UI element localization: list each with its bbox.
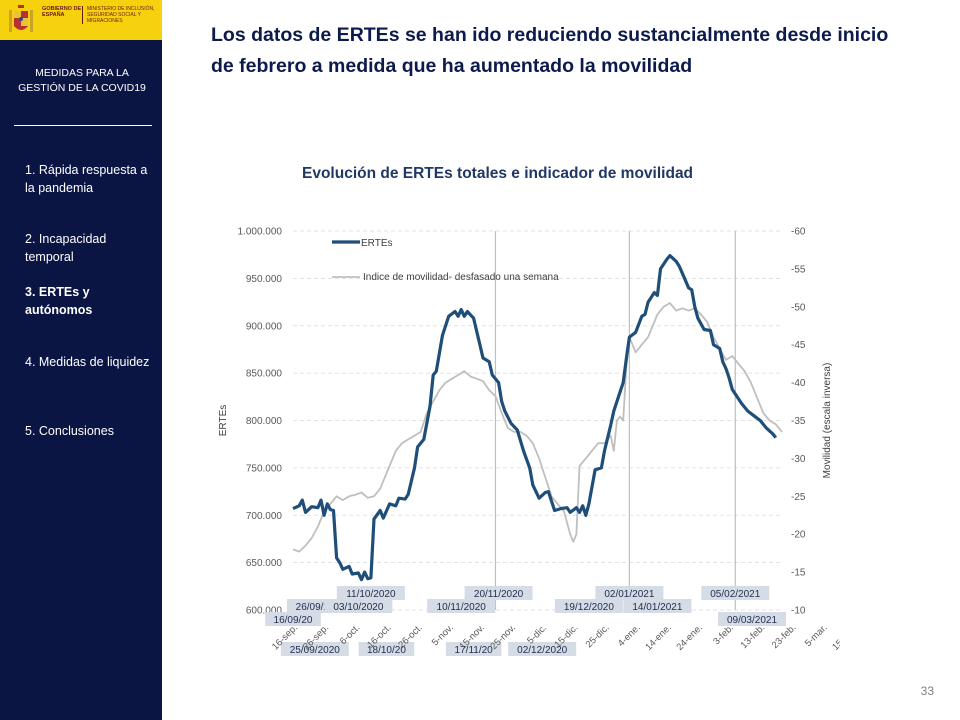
ministry-label: MINISTERIO DE INCLUSIÓN, SEGURIDAD SOCIA…	[82, 6, 160, 24]
page-number: 33	[920, 684, 934, 698]
date-callout-label: 02/01/2021	[604, 589, 654, 600]
date-callout-box	[595, 586, 664, 600]
date-callout-label: 02/12/2020	[517, 645, 567, 656]
date-callout-label: 14/01/2021	[632, 602, 682, 613]
date-callout-label: 19/12/2020	[564, 602, 614, 613]
date-callout-box	[336, 586, 405, 600]
chart-title: Evolución de ERTEs totales e indicador d…	[302, 165, 694, 182]
date-callout-label: 17/11/20	[455, 645, 494, 656]
date-callout-label: 09/03/2021	[727, 615, 777, 626]
date-callout-label: 03/10/2020	[333, 602, 383, 613]
x-tick-label: 14-ene.	[643, 622, 674, 653]
y2-tick-label: -45	[791, 340, 806, 351]
government-logo: GOBIERNO DE ESPAÑA MINISTERIO DE INCLUSI…	[0, 0, 162, 40]
series-line-ertes	[292, 253, 778, 582]
y-tick-label: 800.000	[246, 416, 283, 427]
x-tick-label: 25-dic.	[584, 622, 612, 650]
y-tick-label: 600.000	[246, 606, 283, 617]
legend-label-movilidad: Indice de movilidad- desfasado una seman…	[363, 272, 559, 283]
y2-tick-label: -20	[791, 530, 806, 541]
x-tick-label: 4-ene.	[616, 622, 643, 649]
x-tick-label: 5-mar.	[803, 622, 830, 649]
y-tick-label: 750.000	[246, 463, 283, 474]
series-line-movilidad	[292, 302, 783, 553]
date-callout-box	[464, 586, 533, 600]
sidebar-divider	[14, 125, 152, 126]
x-tick-label: 24-ene.	[674, 622, 705, 653]
sidebar: GOBIERNO DE ESPAÑA MINISTERIO DE INCLUSI…	[0, 0, 162, 720]
date-callout-box	[508, 642, 577, 656]
sidebar-item-incapacidad-temporal[interactable]: 2. Incapacidad temporal	[25, 232, 107, 264]
y2-tick-label: -60	[791, 227, 806, 238]
sidebar-item-rapida-respuesta[interactable]: 1. Rápida respuesta a la pandemia	[25, 163, 148, 195]
x-tick-label: 23-feb.	[770, 622, 799, 651]
y-tick-label: 700.000	[246, 511, 283, 522]
gov-label: GOBIERNO DE ESPAÑA	[42, 6, 82, 19]
x-tick-label: 13-feb.	[739, 622, 768, 651]
date-callout-box	[280, 642, 349, 656]
y2-tick-label: -50	[791, 302, 806, 313]
y2-tick-label: -10	[791, 606, 806, 617]
coat-of-arms-icon	[9, 5, 33, 32]
date-callout-box	[358, 642, 415, 656]
page-headline: Los datos de ERTEs se han ido reduciendo…	[211, 24, 889, 77]
date-callout-label: 25/09/2020	[290, 645, 340, 656]
x-tick-label: 15-mar.	[830, 622, 840, 653]
date-callout-label: 10/11/2020	[437, 602, 487, 613]
date-callout-label: 05/02/2021	[710, 589, 760, 600]
y-tick-label: 900.000	[246, 321, 283, 332]
y-axis-title: ERTEs	[218, 405, 229, 437]
date-callout-label: 20/11/2020	[474, 589, 524, 600]
date-callout-box	[701, 586, 770, 600]
y2-tick-label: -15	[791, 568, 806, 579]
y-tick-label: 1.000.000	[238, 227, 283, 238]
date-callout-box	[427, 599, 496, 613]
sidebar-title: MEDIDAS PARA LA GESTIÓN DE LA COVID19	[18, 67, 146, 94]
date-callout-box	[554, 599, 623, 613]
date-callout-box	[623, 599, 692, 613]
sidebar-item-ertes-autonomos[interactable]: 3. ERTEs y autónomos	[25, 285, 93, 317]
sidebar-item-conclusiones[interactable]: 5. Conclusiones	[25, 424, 114, 438]
ertes-mobility-chart: 600.000 650.000 700.000 750.000 800.000 850.0…	[218, 227, 840, 656]
date-callout-label: 16/09/20	[274, 615, 313, 626]
date-callout-box	[265, 612, 321, 626]
y2-tick-label: -35	[791, 416, 806, 427]
x-tick-label: 3-feb.	[711, 622, 736, 647]
y2-axis-title: Movilidad (escala inversa)	[822, 363, 833, 479]
y2-tick-label: -25	[791, 492, 806, 503]
date-callout-box	[718, 612, 786, 626]
date-callout-box	[445, 642, 502, 656]
y2-tick-label: -40	[791, 378, 806, 389]
date-callout-box	[324, 599, 393, 613]
y-tick-label: 650.000	[246, 558, 283, 569]
y-tick-label: 950.000	[246, 274, 283, 285]
sidebar-item-medidas-liquidez[interactable]: 4. Medidas de liquidez	[25, 355, 150, 369]
date-callout-label: 26/09/202	[296, 602, 341, 613]
y-tick-label: 850.000	[246, 369, 283, 380]
date-callout-label: 18/10/20	[367, 645, 406, 656]
y2-tick-label: -30	[791, 454, 806, 465]
y2-tick-label: -55	[791, 264, 806, 275]
legend-label-ertes: ERTEs	[361, 238, 393, 249]
date-callout-label: 11/10/2020	[346, 589, 396, 600]
